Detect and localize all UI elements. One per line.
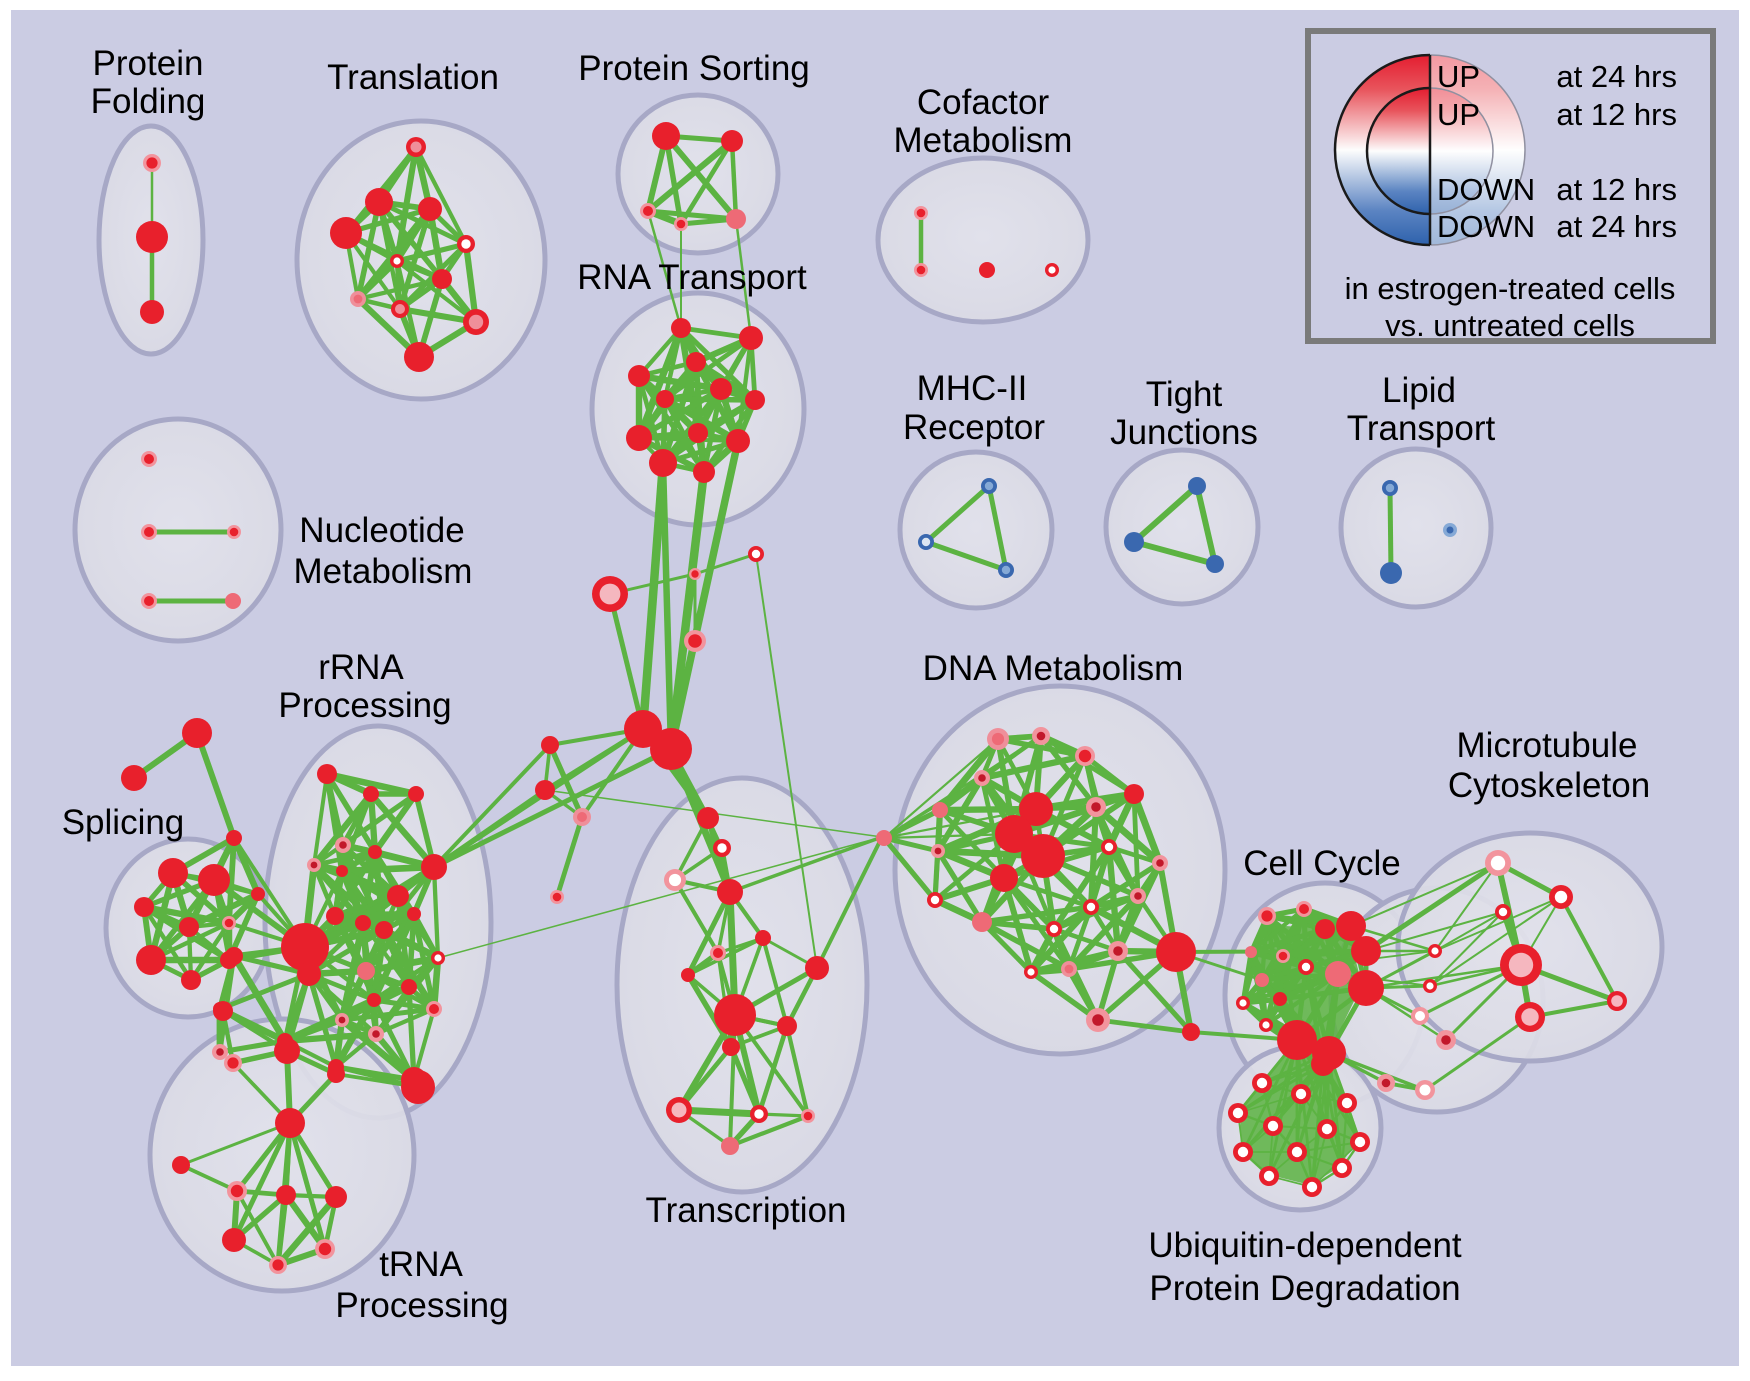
svg-text:at 12 hrs: at 12 hrs <box>1556 172 1677 207</box>
svg-text:Processing: Processing <box>335 1286 508 1325</box>
svg-text:Ubiquitin-dependent: Ubiquitin-dependent <box>1148 1226 1462 1265</box>
svg-text:DOWN: DOWN <box>1437 172 1535 207</box>
svg-text:MHC-II: MHC-II <box>917 369 1028 408</box>
svg-text:UP: UP <box>1437 97 1480 132</box>
svg-text:Transport: Transport <box>1347 409 1496 448</box>
svg-text:Cell Cycle: Cell Cycle <box>1243 844 1401 883</box>
svg-text:DNA Metabolism: DNA Metabolism <box>923 649 1184 688</box>
svg-text:Lipid: Lipid <box>1382 371 1456 410</box>
svg-text:UP: UP <box>1437 59 1480 94</box>
svg-text:tRNA: tRNA <box>379 1245 463 1284</box>
svg-text:Junctions: Junctions <box>1110 413 1258 452</box>
svg-text:in estrogen-treated cells: in estrogen-treated cells <box>1345 271 1676 306</box>
svg-text:Receptor: Receptor <box>903 408 1045 447</box>
svg-text:at 24 hrs: at 24 hrs <box>1556 209 1677 244</box>
svg-text:at 12 hrs: at 12 hrs <box>1556 97 1677 132</box>
svg-text:Protein: Protein <box>93 44 204 83</box>
svg-text:Nucleotide: Nucleotide <box>299 511 464 550</box>
svg-text:Metabolism: Metabolism <box>894 121 1073 160</box>
svg-text:Metabolism: Metabolism <box>294 552 473 591</box>
svg-text:Protein Degradation: Protein Degradation <box>1149 1269 1460 1308</box>
svg-text:at 24 hrs: at 24 hrs <box>1556 59 1677 94</box>
svg-text:Tight: Tight <box>1146 375 1223 414</box>
svg-text:Cytoskeleton: Cytoskeleton <box>1448 766 1650 805</box>
svg-text:vs. untreated cells: vs. untreated cells <box>1385 308 1635 343</box>
svg-text:Protein Sorting: Protein Sorting <box>578 49 810 88</box>
svg-text:Transcription: Transcription <box>646 1191 847 1230</box>
svg-text:Cofactor: Cofactor <box>917 83 1050 122</box>
svg-text:Splicing: Splicing <box>62 803 185 842</box>
svg-text:Microtubule: Microtubule <box>1457 726 1638 765</box>
svg-text:Processing: Processing <box>278 686 451 725</box>
svg-text:rRNA: rRNA <box>318 648 404 687</box>
svg-text:DOWN: DOWN <box>1437 209 1535 244</box>
svg-text:RNA Transport: RNA Transport <box>577 258 807 297</box>
svg-text:Translation: Translation <box>327 58 499 97</box>
svg-text:Folding: Folding <box>91 82 206 121</box>
